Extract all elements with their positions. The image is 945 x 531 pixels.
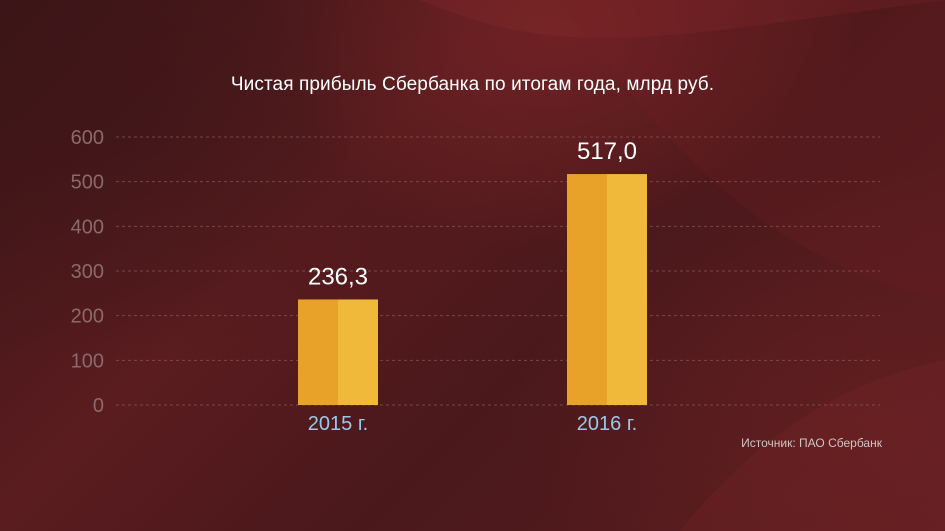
bar-value-label: 236,3 bbox=[308, 263, 368, 290]
y-tick-label: 200 bbox=[71, 306, 104, 328]
grid-lines bbox=[116, 136, 880, 406]
chart-title: Чистая прибыль Сбербанка по итогам года,… bbox=[230, 74, 715, 95]
bar-value-label: 517,0 bbox=[577, 138, 637, 165]
y-tick-label: 0 bbox=[93, 395, 104, 417]
x-category-label: 2015 г. bbox=[308, 413, 368, 435]
y-axis-ticks: 0 100 200 300 400 500 600 bbox=[71, 127, 104, 417]
y-tick-label: 400 bbox=[71, 216, 104, 238]
y-tick-label: 100 bbox=[71, 350, 104, 372]
bar-labels: 236,3 2015 г. 517,0 2016 г. bbox=[308, 138, 637, 435]
bar-right-half bbox=[338, 299, 378, 405]
source-note: Источник: ПАО Сбербанк bbox=[741, 436, 882, 450]
bar-left-half bbox=[567, 174, 607, 405]
y-tick-label: 600 bbox=[71, 127, 104, 149]
bar-left-half bbox=[298, 299, 338, 405]
y-tick-label: 300 bbox=[71, 261, 104, 283]
bar-right-half bbox=[607, 174, 647, 405]
bars bbox=[298, 174, 647, 405]
y-tick-label: 500 bbox=[71, 172, 104, 194]
x-category-label: 2016 г. bbox=[577, 413, 637, 435]
